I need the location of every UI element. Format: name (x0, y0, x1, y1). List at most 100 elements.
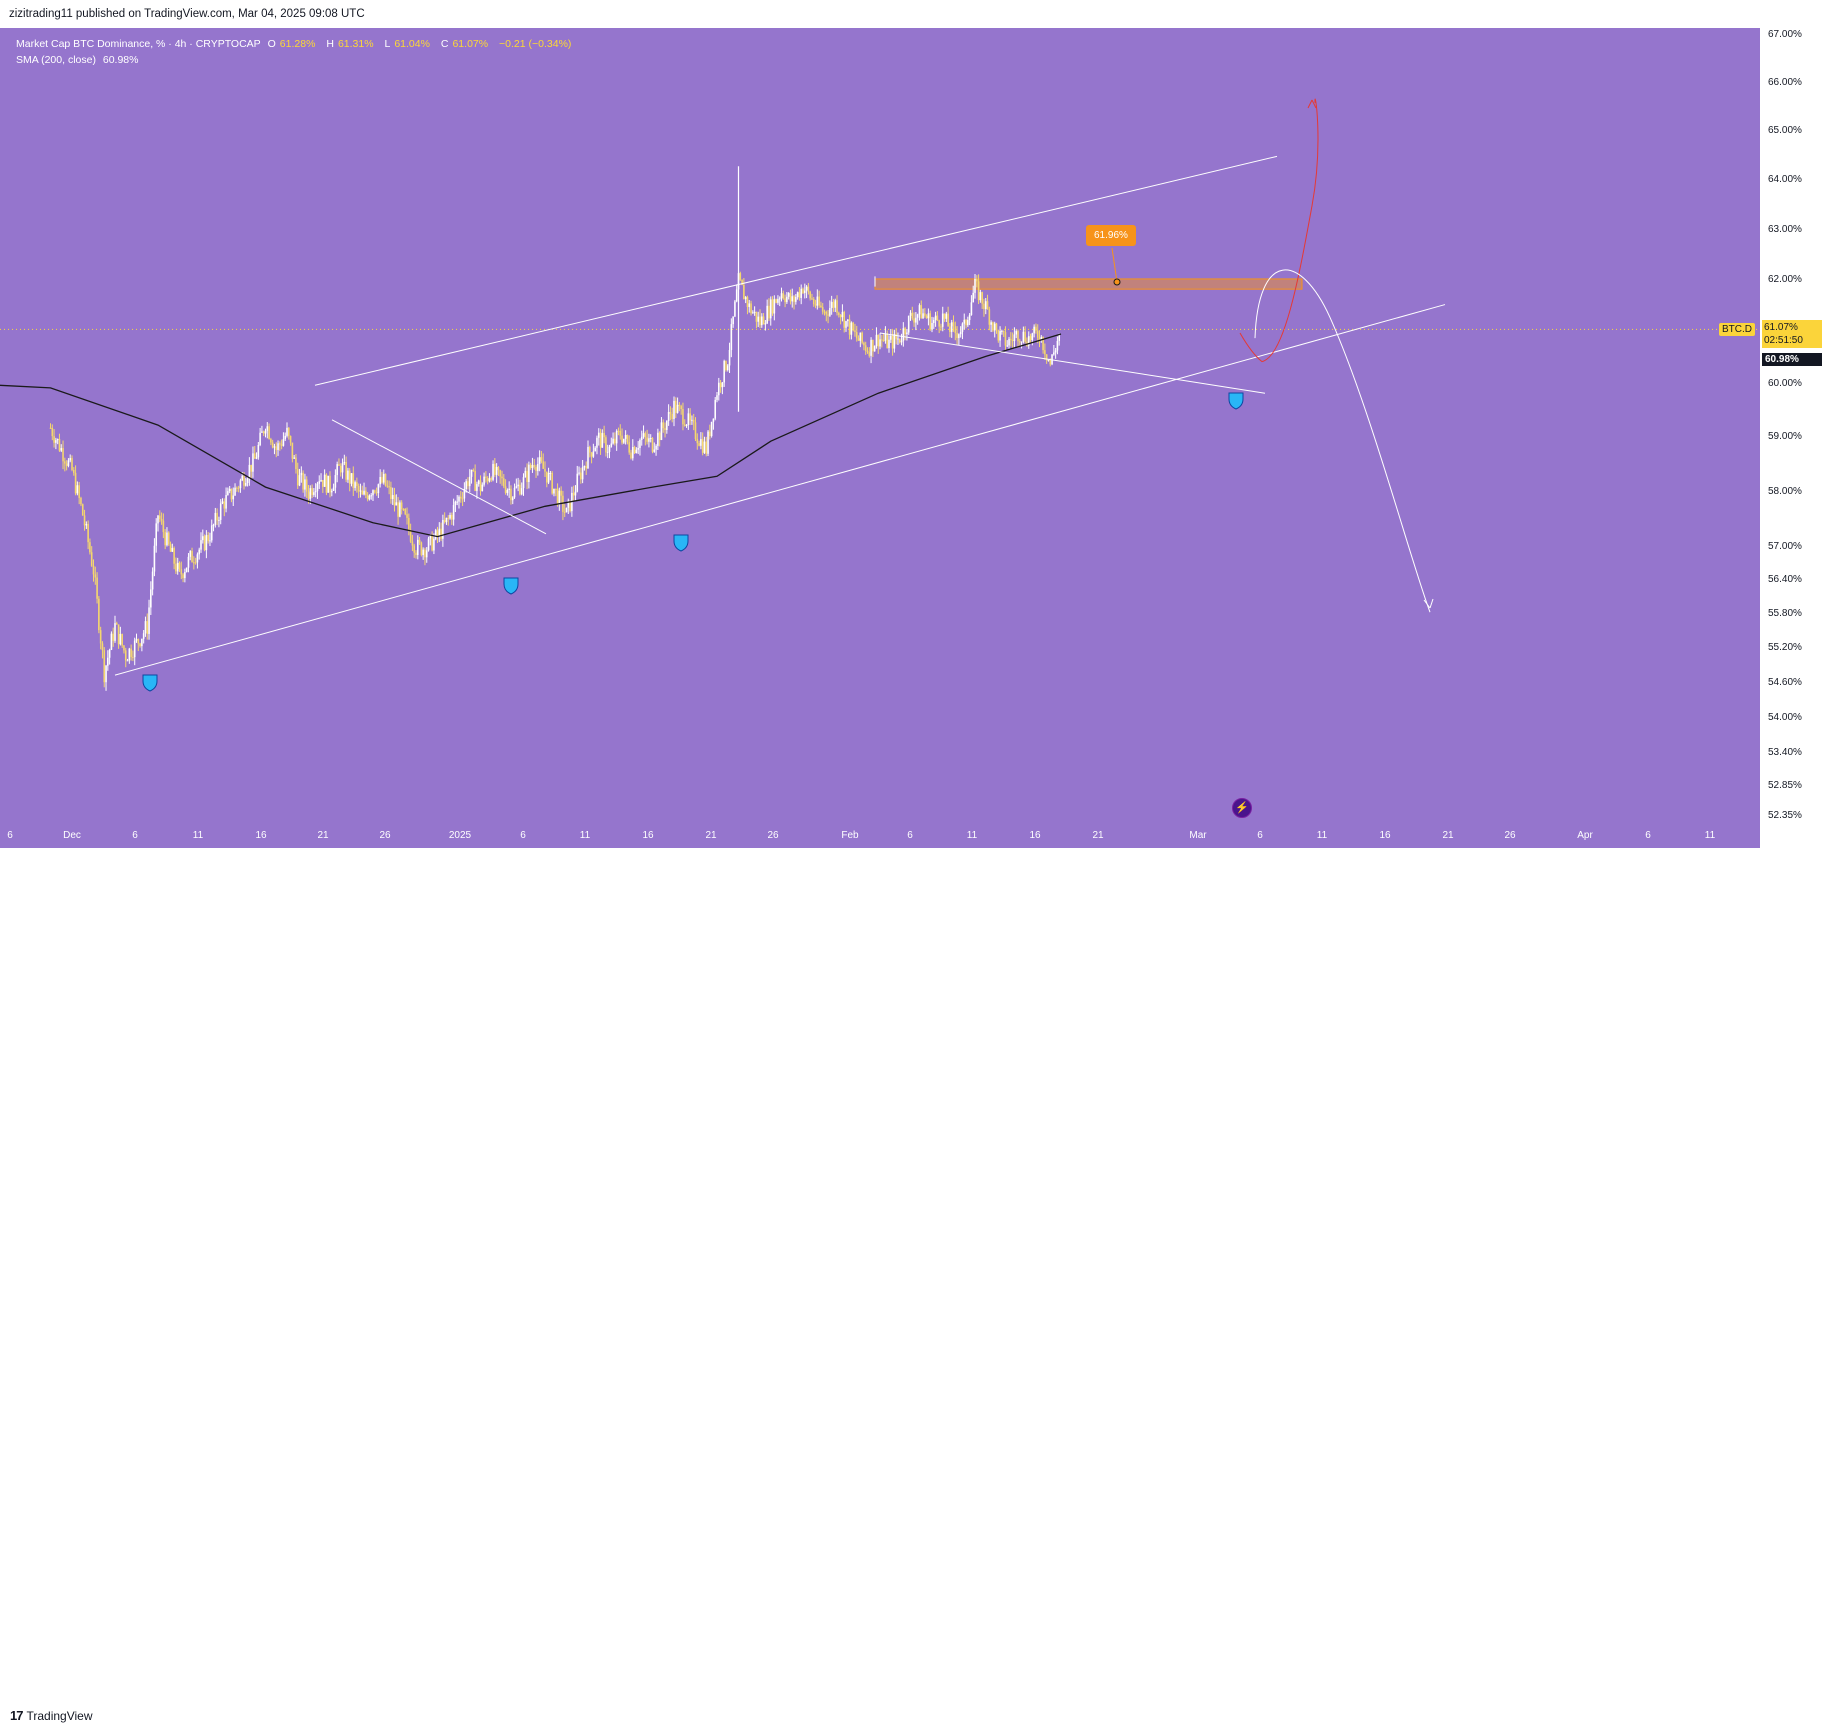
candle-body (474, 470, 476, 491)
candle-body (590, 452, 593, 457)
candle-body (477, 480, 480, 485)
symbol-title[interactable]: Market Cap BTC Dominance, % · 4h · CRYPT… (16, 38, 261, 50)
time-tick: 21 (1442, 830, 1454, 841)
candle-body (330, 490, 333, 493)
candle-body (386, 485, 389, 487)
candle-body (950, 322, 953, 332)
candle-body (420, 542, 423, 555)
candle-body (205, 534, 208, 551)
candle-body (952, 322, 955, 327)
candle-body (393, 495, 396, 506)
time-tick: 6 (1645, 830, 1651, 841)
candle-body (1015, 331, 1018, 335)
candle-body (719, 382, 722, 388)
candle-body (1036, 330, 1039, 338)
candle-body (816, 296, 819, 306)
candle-body (730, 324, 733, 351)
candle-body (918, 305, 921, 315)
candle-body (886, 333, 889, 349)
candle-body (399, 502, 401, 517)
candle-body (752, 312, 754, 314)
candle-body (596, 437, 598, 448)
candle-body (671, 413, 674, 420)
candle-body (279, 443, 281, 445)
candle-body (1053, 352, 1055, 355)
candle-body (927, 313, 930, 319)
candle-body (773, 299, 776, 314)
candle-body (207, 534, 209, 541)
footer-bar: 17 TradingView (0, 848, 1835, 1723)
candle-body (540, 457, 543, 462)
time-tick: Feb (841, 830, 859, 841)
candle-body (115, 623, 118, 625)
candle-body (698, 443, 700, 446)
candle-body (49, 427, 52, 429)
candle-body (390, 487, 392, 500)
candle-body (572, 492, 575, 496)
candle-body (166, 532, 168, 546)
candle-body (581, 467, 584, 480)
time-tick: 2025 (448, 830, 472, 841)
low-value: 61.04% (394, 38, 430, 50)
candle-body (243, 475, 245, 486)
time-axis[interactable] (0, 828, 1760, 848)
candle-body (112, 633, 115, 641)
candle-body (1024, 331, 1026, 342)
lightning-icon[interactable]: ⚡ (1232, 798, 1252, 818)
candle-body (121, 634, 123, 646)
candle-body (986, 301, 989, 310)
candle-body (965, 319, 967, 326)
candle-body (655, 445, 657, 450)
time-tick: 16 (255, 830, 267, 841)
candle-body (766, 305, 768, 324)
candle-body (709, 431, 711, 437)
candle-body (680, 406, 682, 409)
candle-body (329, 475, 331, 493)
candle-body (750, 303, 752, 314)
candle-body (615, 430, 618, 444)
chart-canvas[interactable] (0, 0, 1760, 848)
candle-body (307, 491, 310, 499)
candle-body (361, 490, 364, 495)
price-tick: 62.00% (1768, 274, 1802, 286)
tradingview-logo[interactable]: 17 TradingView (10, 1708, 93, 1723)
candle-body (230, 488, 233, 500)
candle-body (597, 432, 600, 438)
candle-body (984, 301, 987, 310)
candle-body (252, 453, 254, 472)
candle-body (90, 552, 93, 566)
candle-body (1047, 359, 1050, 361)
shield-icon (503, 577, 519, 595)
resistance-zone (874, 278, 1303, 290)
candle-body (239, 480, 242, 489)
candle-body (78, 485, 80, 498)
chart-pane[interactable] (0, 28, 1760, 828)
price-axis[interactable] (1760, 28, 1819, 828)
candle-body (1002, 330, 1005, 333)
sma-label[interactable]: SMA (200, close) (16, 54, 96, 66)
candle-body (309, 488, 312, 499)
sma-200-line (0, 333, 1062, 538)
candle-body (623, 438, 625, 443)
candle-body (778, 298, 781, 300)
candle-body (954, 326, 957, 333)
candle-body (126, 660, 129, 662)
candle-body (897, 338, 899, 340)
price-tick: 52.85% (1768, 779, 1802, 791)
candle-body (296, 469, 299, 486)
candle-body (531, 465, 534, 468)
candle-body (128, 648, 131, 661)
candle-body (499, 470, 502, 477)
candle-body (476, 484, 478, 491)
candle-body (974, 278, 976, 293)
candle-body (838, 312, 840, 315)
candle-body (929, 313, 932, 330)
candle-body (408, 517, 410, 530)
close-label: C (440, 38, 449, 50)
candle-body (909, 312, 912, 316)
candle-body (87, 524, 89, 543)
candle-body (219, 503, 222, 520)
resistance-callout[interactable]: 61.96% (1086, 225, 1136, 246)
candle-body (124, 650, 127, 661)
candle-body (1018, 341, 1021, 343)
